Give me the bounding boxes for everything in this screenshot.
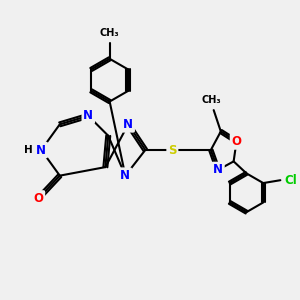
Text: H: H [24, 145, 33, 155]
Text: N: N [120, 169, 130, 182]
Text: N: N [83, 109, 93, 122]
Text: N: N [36, 143, 46, 157]
Text: CH₃: CH₃ [100, 28, 119, 38]
Text: O: O [33, 192, 43, 205]
Text: N: N [213, 164, 223, 176]
Text: N: N [123, 118, 133, 131]
Text: O: O [232, 135, 242, 148]
Text: Cl: Cl [285, 174, 297, 187]
Text: CH₃: CH₃ [201, 95, 220, 105]
Text: S: S [168, 143, 177, 157]
